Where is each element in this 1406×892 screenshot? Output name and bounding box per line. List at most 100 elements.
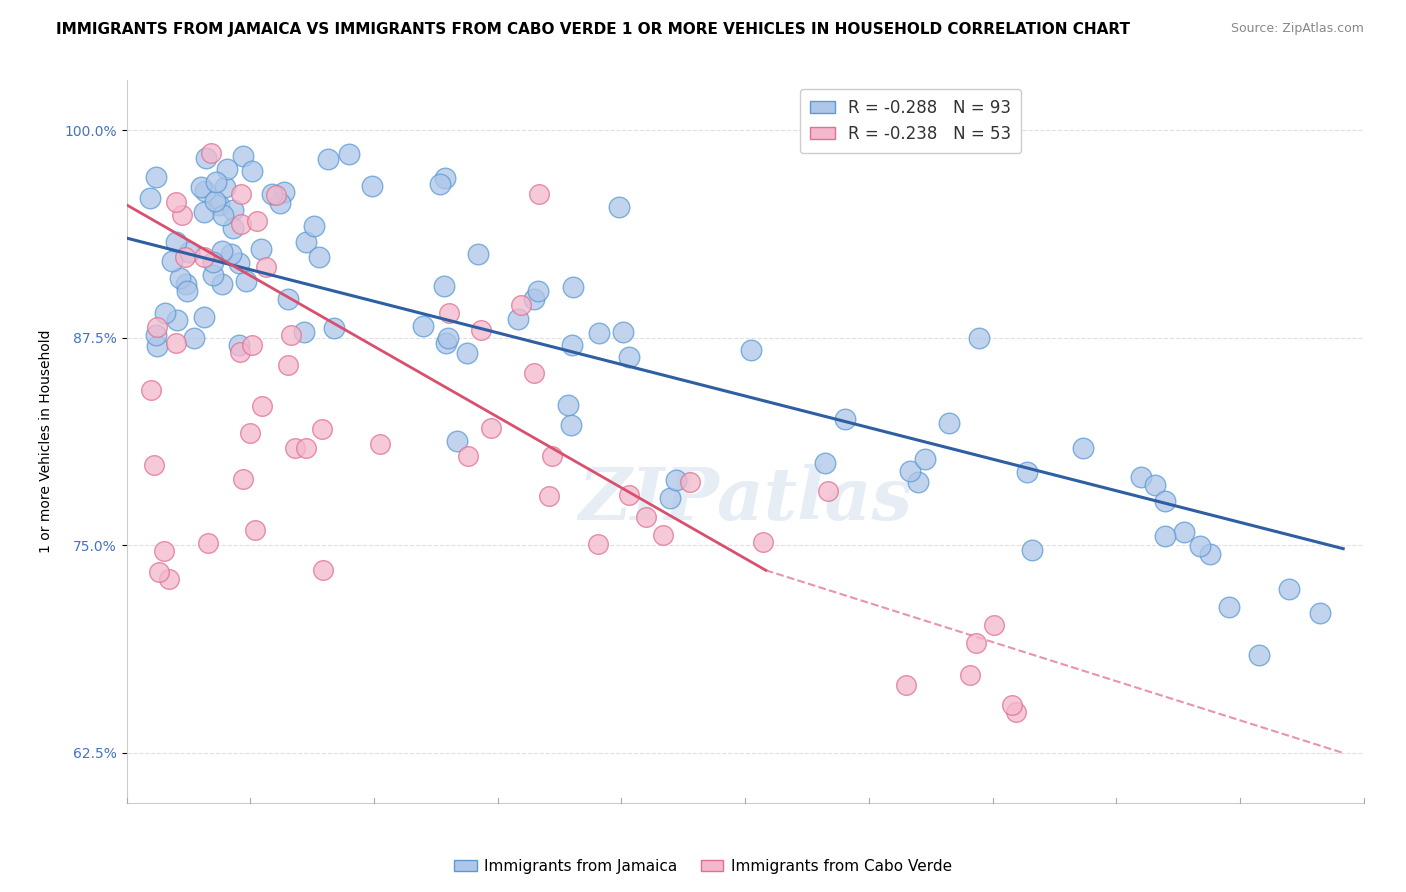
Point	[368, 437, 391, 451]
Point	[588, 326, 610, 340]
Point	[523, 367, 546, 381]
Point	[607, 200, 630, 214]
Point	[195, 151, 218, 165]
Point	[658, 491, 681, 505]
Point	[311, 422, 333, 436]
Point	[938, 416, 960, 430]
Point	[165, 195, 187, 210]
Point	[527, 186, 550, 201]
Point	[561, 280, 583, 294]
Point	[214, 180, 236, 194]
Point	[212, 208, 235, 222]
Point	[174, 277, 197, 292]
Point	[1071, 441, 1094, 455]
Point	[1278, 582, 1301, 597]
Point	[179, 244, 201, 259]
Point	[250, 399, 273, 413]
Point	[165, 235, 187, 249]
Y-axis label: 1 or more Vehicles in Household: 1 or more Vehicles in Household	[39, 330, 53, 553]
Point	[817, 483, 839, 498]
Point	[665, 473, 688, 487]
Point	[145, 169, 167, 184]
Point	[202, 255, 225, 269]
Point	[1188, 539, 1211, 553]
Point	[190, 180, 212, 194]
Point	[295, 442, 318, 456]
Point	[269, 196, 291, 211]
Point	[540, 450, 562, 464]
Point	[557, 398, 579, 412]
Point	[264, 188, 287, 202]
Point	[141, 383, 163, 397]
Point	[457, 449, 479, 463]
Point	[148, 565, 170, 579]
Point	[508, 311, 530, 326]
Point	[1004, 705, 1026, 719]
Point	[222, 221, 245, 235]
Point	[586, 536, 609, 550]
Point	[1021, 543, 1043, 558]
Point	[235, 274, 257, 288]
Point	[436, 336, 458, 351]
Point	[537, 489, 560, 503]
Point	[166, 313, 188, 327]
Point	[295, 235, 318, 249]
Point	[527, 284, 550, 298]
Point	[323, 320, 346, 334]
Point	[1199, 547, 1222, 561]
Point	[240, 164, 263, 178]
Point	[479, 421, 502, 435]
Point	[751, 535, 773, 549]
Point	[965, 636, 987, 650]
Point	[211, 277, 233, 292]
Point	[229, 344, 252, 359]
Point	[245, 523, 267, 537]
Point	[249, 242, 271, 256]
Point	[361, 179, 384, 194]
Point	[160, 253, 183, 268]
Point	[169, 270, 191, 285]
Point	[174, 250, 197, 264]
Point	[959, 668, 981, 682]
Point	[617, 488, 640, 502]
Point	[636, 509, 658, 524]
Point	[437, 331, 460, 345]
Point	[560, 418, 582, 433]
Point	[193, 310, 215, 324]
Point	[308, 250, 330, 264]
Point	[433, 279, 456, 293]
Point	[679, 475, 702, 489]
Point	[652, 528, 675, 542]
Point	[197, 536, 219, 550]
Text: IMMIGRANTS FROM JAMAICA VS IMMIGRANTS FROM CABO VERDE 1 OR MORE VEHICLES IN HOUS: IMMIGRANTS FROM JAMAICA VS IMMIGRANTS FR…	[56, 22, 1130, 37]
Point	[740, 343, 762, 358]
Point	[228, 256, 250, 270]
Point	[228, 337, 250, 351]
Point	[1247, 648, 1270, 662]
Point	[273, 185, 295, 199]
Point	[612, 325, 634, 339]
Point	[146, 339, 169, 353]
Point	[204, 194, 226, 208]
Point	[211, 244, 233, 259]
Point	[433, 171, 456, 186]
Point	[207, 197, 229, 211]
Point	[217, 162, 239, 177]
Point	[456, 346, 478, 360]
Point	[914, 451, 936, 466]
Point	[470, 323, 492, 337]
Point	[165, 336, 187, 351]
Point	[316, 152, 339, 166]
Point	[219, 247, 242, 261]
Point	[292, 325, 315, 339]
Point	[983, 618, 1005, 632]
Point	[898, 464, 921, 478]
Point	[1218, 599, 1240, 614]
Point	[1015, 465, 1038, 479]
Point	[894, 678, 917, 692]
Point	[172, 208, 194, 222]
Point	[280, 327, 302, 342]
Point	[232, 148, 254, 162]
Point	[238, 426, 260, 441]
Point	[194, 184, 217, 198]
